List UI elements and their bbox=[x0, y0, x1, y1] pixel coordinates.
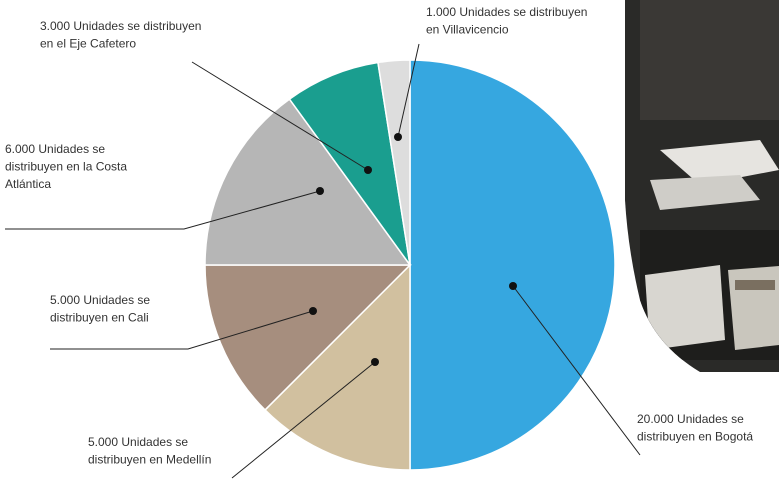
leader-line bbox=[50, 310, 314, 350]
annotation-dot bbox=[309, 307, 317, 315]
data-label: 5.000 Unidades se bbox=[50, 293, 150, 307]
data-label: 5.000 Unidades se bbox=[88, 435, 188, 449]
pie-slice bbox=[204, 98, 412, 266]
pie-slice bbox=[377, 59, 411, 266]
data-label: Atlántica bbox=[5, 177, 51, 191]
annotation-dot bbox=[371, 358, 379, 366]
pie-slice bbox=[263, 263, 411, 471]
data-label: en el Eje Cafetero bbox=[40, 37, 136, 51]
annotation-dot bbox=[394, 133, 402, 141]
data-label: distribuyen en Bogotá bbox=[637, 430, 753, 444]
pie-slice bbox=[204, 264, 412, 412]
leader-line bbox=[191, 61, 369, 171]
data-label: 6.000 Unidades se bbox=[5, 142, 105, 156]
data-label: 1.000 Unidades se distribuyen bbox=[426, 5, 587, 19]
leader-line bbox=[5, 190, 321, 230]
data-label: 3.000 Unidades se distribuyen bbox=[40, 19, 201, 33]
data-label: distribuyen en la Costa bbox=[5, 160, 127, 174]
pie-slice bbox=[409, 59, 616, 471]
data-label: en Villavicencio bbox=[426, 23, 509, 37]
pie bbox=[204, 59, 616, 471]
data-label: distribuyen en Cali bbox=[50, 311, 149, 325]
leader-line bbox=[397, 43, 420, 138]
data-label: 20.000 Unidades se bbox=[637, 412, 744, 426]
pie-slice bbox=[288, 61, 411, 266]
annotation-dot bbox=[509, 282, 517, 290]
leader-line bbox=[231, 361, 376, 479]
leader-line bbox=[512, 285, 641, 456]
annotation-dot bbox=[364, 166, 372, 174]
photo bbox=[625, 0, 779, 372]
annotation-dot bbox=[316, 187, 324, 195]
data-label: distribuyen en Medellín bbox=[88, 453, 211, 467]
